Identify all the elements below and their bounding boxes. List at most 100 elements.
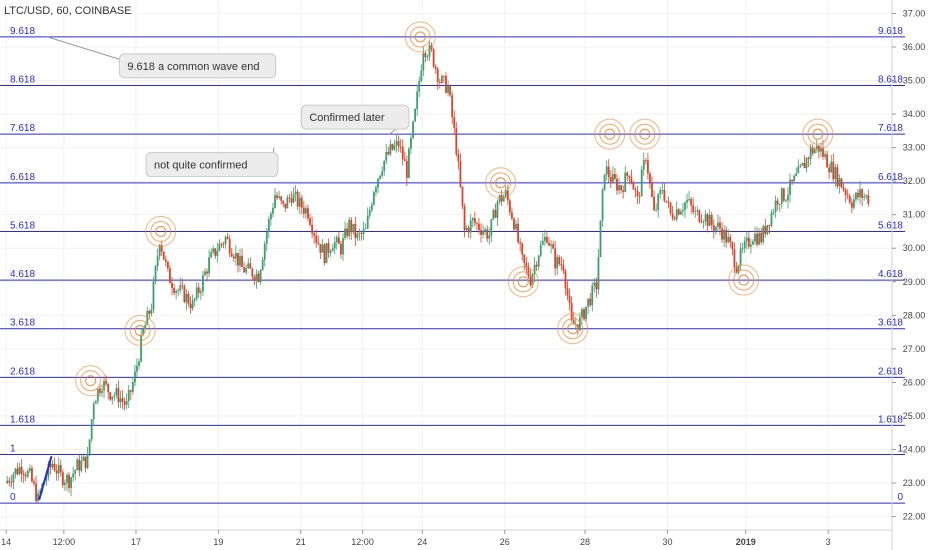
circle-ring [495, 177, 507, 189]
candle-body [26, 470, 29, 477]
fib-label-left: 3.618 [10, 318, 35, 329]
candle-body [403, 159, 406, 161]
candle-body [721, 228, 723, 240]
x-tick-label: 12:00 [53, 537, 76, 547]
candle-body [570, 302, 573, 321]
candle-body [686, 199, 688, 203]
impulse-line [38, 455, 53, 501]
candle-body [791, 179, 793, 182]
circle-ring [490, 172, 512, 194]
candle-body [710, 214, 713, 226]
candle-body [511, 212, 513, 219]
candle-body [768, 224, 771, 226]
candle-body [129, 390, 132, 392]
candle-body [636, 190, 639, 197]
candle-body [605, 166, 608, 175]
candle-body [611, 174, 614, 182]
candle-body [222, 243, 225, 245]
candle-body [344, 228, 346, 239]
candle-body [84, 456, 87, 468]
candle-body [134, 371, 136, 383]
candle-body [725, 229, 728, 243]
candle-body [842, 187, 845, 190]
candle-body [39, 491, 42, 494]
x-tick-label: 2019 [736, 537, 756, 547]
candle-body [787, 194, 789, 201]
callout-text: not quite confirmed [154, 160, 248, 172]
candle-body [360, 233, 363, 234]
candle-body [55, 470, 58, 474]
x-tick-label: 3 [826, 537, 831, 547]
candle-body [189, 303, 192, 309]
fib-label-right: 6.618 [878, 172, 903, 183]
candle-body [356, 233, 359, 238]
candle-body [319, 244, 322, 253]
circle-ring [567, 323, 579, 335]
callout-pointer [47, 36, 122, 61]
candle-body [111, 396, 114, 400]
candle-body [8, 480, 11, 483]
candle-body [696, 210, 699, 212]
candle-body [824, 154, 826, 157]
candle-body [391, 144, 394, 150]
circle-ring [145, 215, 177, 248]
candle-body [572, 320, 575, 325]
candle-body [445, 75, 447, 93]
y-tick-label: 22.00 [903, 512, 926, 522]
candle-body [539, 244, 542, 256]
candle-body [642, 160, 645, 170]
candle-body [142, 329, 145, 335]
candle-body [230, 253, 233, 257]
candle-body [358, 233, 361, 234]
fib-label-right: 5.618 [878, 220, 903, 231]
candle-body [325, 243, 328, 264]
candle-body [86, 454, 89, 468]
candle-body [37, 493, 40, 501]
highlight-circle [802, 118, 834, 150]
candle-body [212, 248, 215, 253]
fib-label-right: 2.618 [878, 366, 903, 377]
candle-body [265, 232, 268, 244]
candle-body [218, 243, 221, 251]
candle-body [257, 273, 260, 282]
candle-body [354, 223, 357, 238]
candle-body [543, 236, 546, 241]
candle-body [302, 207, 305, 214]
candle-body [793, 175, 796, 182]
candle-body [224, 237, 227, 244]
candle-body [193, 298, 196, 301]
candle-body [261, 259, 264, 271]
candle-body [762, 226, 765, 243]
candle-body [599, 220, 602, 257]
highlight-circle [507, 266, 539, 298]
candle-body [663, 190, 666, 201]
candle-body [195, 287, 198, 299]
candle-body [840, 178, 843, 188]
candle-body [533, 264, 536, 275]
candle-body [121, 398, 124, 402]
candle-body [644, 160, 647, 161]
candle-body [527, 267, 530, 277]
candle-body [714, 226, 717, 231]
candle-body [315, 235, 318, 243]
fib-label-left: 1 [10, 444, 16, 455]
candle-body [712, 225, 715, 231]
candle-body [387, 151, 390, 155]
candle-body [66, 474, 68, 483]
candle-body [247, 263, 250, 268]
candle-body [251, 268, 254, 277]
candle-body [290, 197, 293, 203]
candle-body [424, 53, 427, 57]
candle-body [214, 248, 217, 256]
fib-label-right: 0 [897, 492, 903, 503]
candle-body [16, 468, 19, 475]
circle-ring [485, 167, 517, 199]
candle-body [731, 242, 734, 250]
candle-body [131, 382, 134, 392]
candle-body [331, 248, 334, 252]
candle-body [688, 199, 690, 200]
candle-body [449, 85, 452, 96]
candle-body [216, 250, 219, 256]
candle-body [286, 197, 289, 209]
